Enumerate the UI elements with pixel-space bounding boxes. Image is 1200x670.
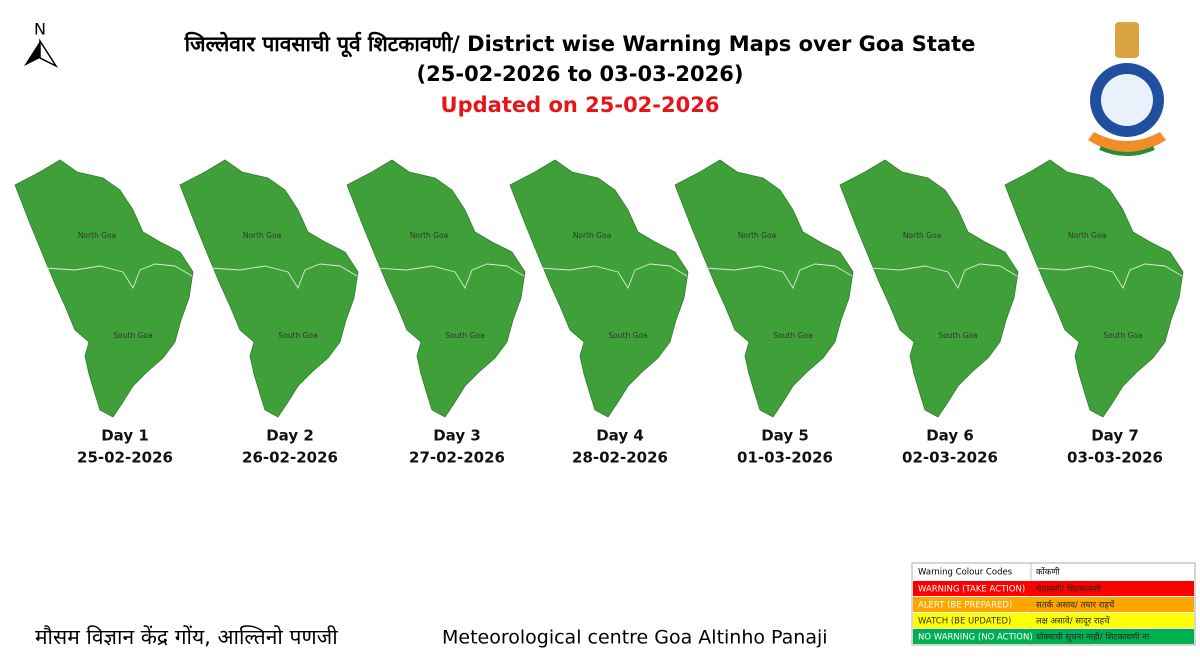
day-label: Day 7 — [1091, 427, 1139, 445]
north-label: N — [34, 20, 46, 39]
district-label: South Goa — [1103, 331, 1142, 340]
district-map — [14, 159, 194, 418]
updated: Updated on 25-02-2026 — [441, 93, 720, 117]
day-label: Day 6 — [926, 427, 974, 445]
logo — [1088, 22, 1166, 156]
legend-row — [913, 613, 1194, 628]
legend-english: NO WARNING (NO ACTION) — [918, 633, 1033, 643]
footer-marathi: मौसम विज्ञान केंद्र गोंय, आल्तिनो पणजी — [35, 625, 338, 649]
district-map — [674, 159, 854, 418]
district-label: North Goa — [738, 231, 776, 240]
emblem — [1115, 22, 1139, 58]
day-map: North Goa South Goa — [509, 159, 689, 418]
district-border — [539, 263, 688, 289]
district-label: North Goa — [410, 231, 448, 240]
district-border — [869, 263, 1018, 289]
district-border — [44, 263, 193, 289]
district-map — [179, 159, 359, 418]
district-label: North Goa — [903, 231, 941, 240]
district-border — [1034, 263, 1183, 289]
day-map: North Goa South Goa — [179, 159, 359, 418]
legend-konkani: चेतावणी/ शिटकावणी — [1036, 584, 1102, 595]
day-date: 28-02-2026 — [572, 449, 668, 467]
district-border — [376, 263, 525, 289]
legend-header: कोंकणी — [1036, 567, 1060, 578]
day-date: 02-03-2026 — [902, 449, 998, 467]
day-label: Day 1 — [101, 427, 149, 445]
footer-english: Meteorological centre Goa Altinho Panaji — [442, 627, 828, 649]
district-label: South Goa — [113, 331, 152, 340]
legend-header: Warning Colour Codes — [918, 568, 1013, 578]
legend-konkani: सतर्क असाव/ तयार राहचें — [1036, 600, 1115, 611]
legend-english: ALERT (BE PREPARED) — [918, 601, 1012, 611]
district-map — [346, 159, 526, 418]
day-date: 25-02-2026 — [77, 449, 173, 467]
district-label: South Goa — [278, 331, 317, 340]
logo-ribbon — [1088, 132, 1166, 153]
day-map: North Goa South Goa — [1004, 159, 1184, 418]
day-label: Day 3 — [433, 427, 481, 445]
legend-english: WARNING (TAKE ACTION) — [918, 585, 1025, 595]
day-map: North Goa South Goa — [346, 159, 526, 418]
north-arrow-right — [39, 38, 59, 68]
day-map: North Goa South Goa — [674, 159, 854, 418]
district-label: South Goa — [608, 331, 647, 340]
legend-row — [913, 581, 1194, 596]
day-map: North Goa South Goa — [839, 159, 1019, 418]
district-border — [704, 263, 853, 289]
district-border — [209, 263, 358, 289]
day-date: 26-02-2026 — [242, 449, 338, 467]
north-arrow-left — [24, 41, 40, 66]
day-date: 01-03-2026 — [737, 449, 833, 467]
district-label: North Goa — [243, 231, 281, 240]
day-date: 03-03-2026 — [1067, 449, 1163, 467]
district-map — [839, 159, 1019, 418]
date-range: (25-02-2026 to 03-03-2026) — [417, 62, 744, 86]
district-label: South Goa — [773, 331, 812, 340]
legend-english: WATCH (BE UPDATED) — [918, 617, 1011, 627]
district-label: North Goa — [78, 231, 116, 240]
district-label: South Goa — [938, 331, 977, 340]
day-label: Day 2 — [266, 427, 314, 445]
legend-row — [913, 597, 1194, 612]
legend: Warning Colour Codes कोंकणी WARNING (TAKE … — [911, 562, 1196, 646]
district-label: North Goa — [1068, 231, 1106, 240]
legend-konkani: लक्ष असावे/ सादूर राहचें — [1036, 616, 1110, 627]
district-map — [509, 159, 689, 418]
day-map: North Goa South Goa — [14, 159, 194, 418]
day-label: Day 5 — [761, 427, 809, 445]
district-label: South Goa — [445, 331, 484, 340]
legend-konkani: धोक्याची सूचना नाही/ शिटकावणी ना — [1036, 632, 1150, 643]
logo-ribbon-green — [1099, 146, 1155, 156]
logo-center — [1101, 74, 1153, 126]
legend-row — [913, 629, 1194, 644]
day-label: Day 4 — [596, 427, 644, 445]
title: जिल्लेवार पावसाची पूर्व शिटकावणी/ Distri… — [184, 31, 976, 58]
district-label: North Goa — [573, 231, 611, 240]
district-map — [1004, 159, 1184, 418]
day-date: 27-02-2026 — [409, 449, 505, 467]
